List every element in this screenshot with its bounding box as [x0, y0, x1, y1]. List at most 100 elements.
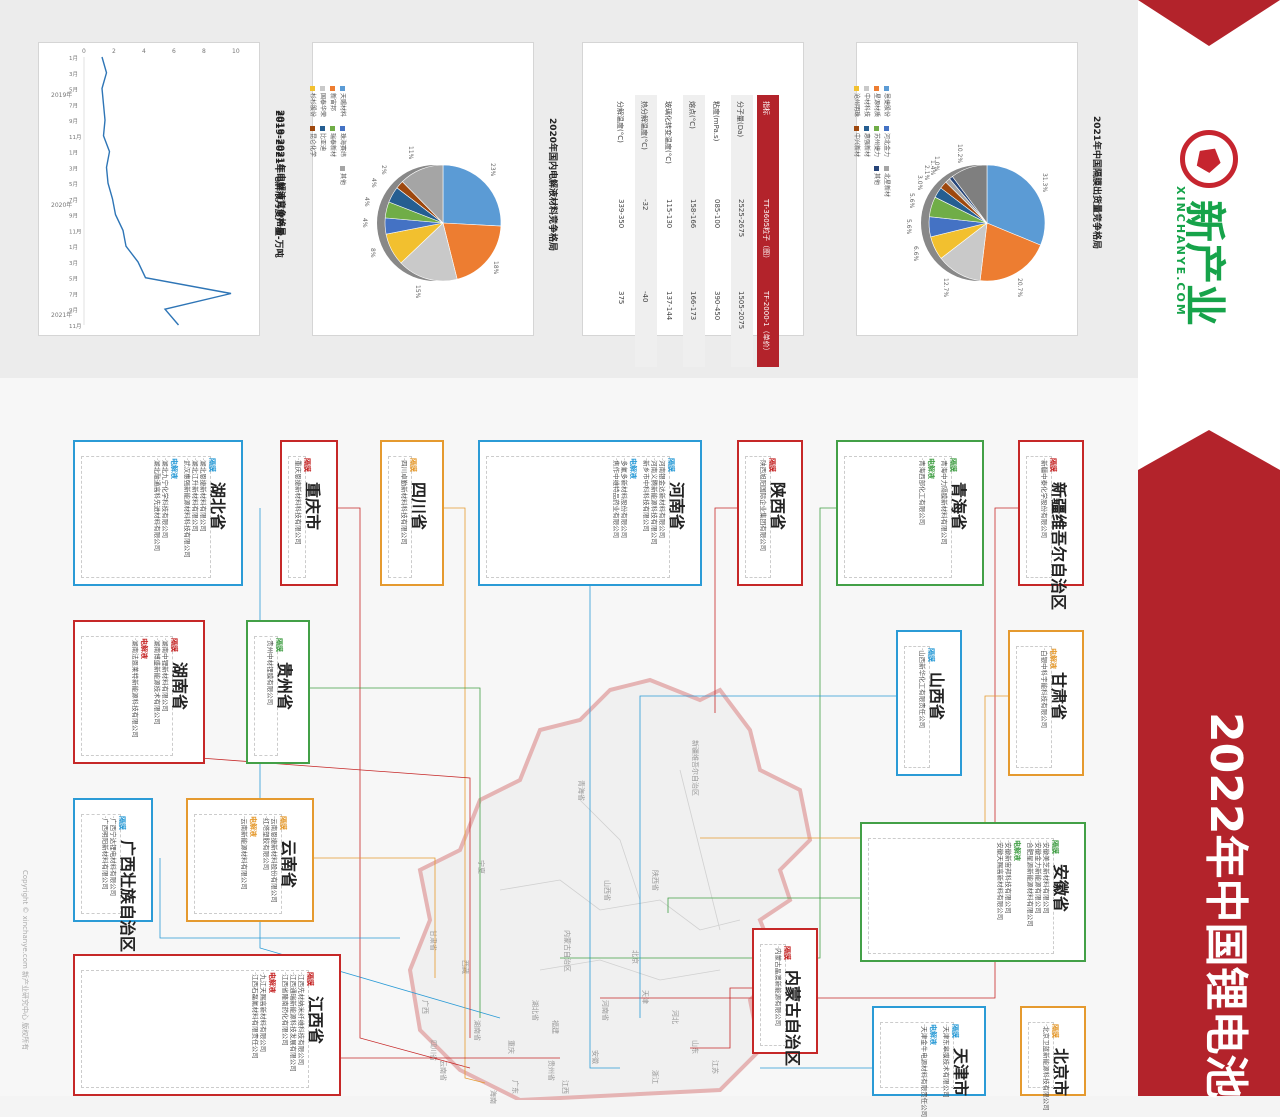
- province-card[interactable]: 安徽省 隔膜 ·安徽美芝新材料有限公司 ·安徽金力新能源有限公司 ·合肥星源新能源材料有…: [860, 822, 1086, 962]
- electrolyte-pie-slice: [401, 164, 444, 224]
- export-pie-slice-label: 12.7%: [942, 278, 950, 298]
- line-month-label: 9月: [69, 213, 78, 220]
- export-pie-slice-label: 31.3%: [1040, 172, 1048, 192]
- province-card[interactable]: 青海省 隔膜 ·青海中力隔膜新材料有限公司 电解液 ·青海西部化工有限公司: [836, 440, 984, 586]
- line-month-label: 5月: [69, 87, 78, 94]
- export-pie-legend-item: 星源材质: [873, 86, 882, 117]
- table-cell: 热分解温度(°C): [640, 101, 648, 150]
- map-region-label: 甘肃省: [429, 930, 437, 951]
- company-line: ·青海西部化工有限公司: [918, 458, 926, 526]
- electrolyte-pie-legend-item: 新宙邦: [329, 86, 338, 111]
- province-card[interactable]: 天津市 隔膜 ·天津东皋膜技术有限公司 电解液 ·天津金牛电源材料有限责任公司: [872, 1006, 986, 1117]
- province-inner-box: [760, 944, 786, 1046]
- table-cell: 339-350: [617, 199, 625, 229]
- legend-label: 中兴新材: [853, 133, 860, 158]
- province-card[interactable]: 四川省 隔膜 ·四川卓勤新材料科技有限公司: [380, 440, 444, 586]
- line-year-label: 2019年: [51, 91, 72, 99]
- company-line: ·武汉惠强新能源材料科技有限公司: [183, 458, 191, 558]
- province-card[interactable]: 新疆维吾尔自治区 隔膜 ·新疆中泰化学股份有限公司: [1018, 440, 1084, 610]
- line-month-label: 7月: [69, 102, 78, 109]
- legend-swatch: [320, 126, 325, 131]
- electrolyte-pie-slice-label: 15%: [414, 285, 422, 299]
- company-line: ·贵州中材锂膜有限公司: [266, 638, 274, 706]
- table-row: 熔点(°C) 158-166 166-173: [683, 95, 705, 367]
- province-card[interactable]: 江西省 隔膜 ·江西先材纳米纤维科技有限公司 ·江西通瑞新能源科技发展有限公司 ·江西省…: [73, 954, 341, 1096]
- line-chart-title: 2019-2021年电解液月度产量-万吨: [273, 110, 283, 258]
- line-month-label: 5月: [69, 276, 78, 283]
- province-card[interactable]: 云南省 隔膜 ·云南恩捷新材料股份有限公司 ·红塔塑胶有限公司 电解液 ·云南新能源材料有…: [186, 798, 314, 922]
- table-header-1: TT-3605粒子（图）: [762, 199, 770, 263]
- export-pie-slice: [986, 164, 1046, 246]
- legend-label: 河北金力: [883, 133, 890, 158]
- province-card[interactable]: 河南省 隔膜 ·河南银金达新材料有限公司 ·河南义腾新能源科技有限公司 ·新乡市中科科技…: [478, 440, 702, 586]
- province-card[interactable]: 陕西省 隔膜 ·陕西旭阳国际企业集团有限公司: [737, 440, 803, 586]
- company-line: ·广西明阳新材料有限公司: [101, 816, 109, 890]
- legend-swatch: [864, 126, 869, 131]
- line-month-label: 11月: [69, 228, 82, 235]
- legend-swatch: [874, 86, 879, 91]
- table-cell: 375: [617, 291, 625, 305]
- province-card[interactable]: 重庆市 隔膜 ·重庆恩捷新材料科技有限公司: [280, 440, 338, 586]
- export-pie-slice: [979, 222, 1041, 282]
- legend-label: 中材科技: [863, 93, 870, 118]
- province-card[interactable]: 广西壮族自治区 隔膜 ·广西宁达锂电材料有限公司 ·广西明阳新材料有限公司: [73, 798, 153, 952]
- electrolyte-pie-slice-label: 11%: [406, 145, 414, 159]
- province-inner-box: [1028, 1022, 1054, 1088]
- map-region-label: 安徽: [591, 1050, 599, 1064]
- company-line: ·江西省隆南药化有限公司: [281, 972, 289, 1046]
- line-month-label: 3月: [69, 165, 78, 172]
- legend-label: 天赐材料: [339, 93, 346, 118]
- province-card[interactable]: 北京市 隔膜 ·北京卫蓝新能源科技有限公司: [1020, 1006, 1086, 1111]
- export-pie-legend-item: 其他: [873, 166, 882, 185]
- export-pie-slice-label: 6.6%: [912, 246, 920, 262]
- electrolyte-pie-slice-label: 4%: [362, 197, 370, 207]
- export-pie-legend-item: 沧州明珠: [853, 86, 862, 117]
- legend-swatch: [854, 126, 859, 131]
- electrolyte-pie-panel: [312, 42, 534, 336]
- map-region-label: 宁夏: [477, 860, 485, 874]
- legend-swatch: [884, 86, 889, 91]
- company-line: ·红塔塑胶有限公司: [262, 816, 270, 871]
- company-line: ·北京卫蓝新能源科技有限公司: [1042, 1024, 1050, 1111]
- electrolyte-pie-slice: [442, 222, 502, 280]
- province-card[interactable]: 内蒙古自治区 隔膜 ·内蒙古晶澳新能源有限公司: [752, 928, 818, 1066]
- export-pie-legend-item: 北星新材: [883, 166, 892, 197]
- table-row: 热分解温度(°C) -32 -40: [635, 95, 657, 367]
- map-region-label: 新疆维吾尔自治区: [691, 740, 699, 796]
- legend-swatch: [884, 166, 889, 171]
- map-region-label: 重庆: [507, 1040, 515, 1054]
- line-tick-label: 10: [232, 48, 240, 55]
- export-pie-legend-item: 河北金力: [883, 126, 892, 157]
- province-card[interactable]: 湖北省 隔膜 ·湖北恩捷新材料有限公司 ·湖北江升新材料有限公司 ·武汉惠强新能源材料科…: [73, 440, 243, 586]
- electrolyte-pie-slice-label: 23%: [488, 163, 496, 177]
- electrolyte-pie-slice-label: 4%: [370, 177, 378, 188]
- copyright: Copyright © xinchanye.com 新产业研究中心 版权所有: [21, 870, 29, 1051]
- electrolyte-pie-legend-item: 瑞泰新材: [329, 126, 338, 157]
- export-pie-slice-label: 20.7%: [1016, 277, 1024, 297]
- line-month-label: 1月: [69, 150, 78, 157]
- company-line: ·天津金牛电源材料有限责任公司: [920, 1024, 928, 1117]
- export-pie-slice-label: 5.6%: [907, 193, 915, 209]
- legend-label: 其他: [339, 173, 346, 186]
- electrolyte-pie-slice-label: 8%: [369, 247, 377, 258]
- company-line: ·山西新华化工有限责任公司: [918, 648, 926, 729]
- province-card[interactable]: 湖南省 隔膜 ·湖南中锂新材料有限公司 ·湖南博盛新能源技术有限公司 电解液 ·湖南法恩莱…: [73, 620, 205, 764]
- province-card[interactable]: 甘肃省 电解液 ·白银中科宇能科技有限公司: [1008, 630, 1084, 776]
- province-card[interactable]: 贵州省 隔膜 ·贵州中材锂膜有限公司: [246, 620, 310, 764]
- export-pie-legend-item: 惠强新材: [863, 126, 872, 157]
- export-pie-slice-label: 5.6%: [905, 218, 913, 235]
- map-region-label: 山西省: [603, 880, 611, 901]
- map-region-label: 西藏: [461, 960, 469, 974]
- company-line: ·天津东皋膜技术有限公司: [942, 1024, 950, 1098]
- table-cell: 166-173: [689, 291, 697, 321]
- province-inner-box: [868, 838, 1054, 954]
- line-month-label: 1月: [69, 55, 78, 62]
- province-card[interactable]: 山西省 隔膜 ·山西新华化工有限责任公司: [896, 630, 962, 776]
- line-chart-panel: 0 2 4 6 8 10 1月 3月 5月 7月 9月 11月 1月 3月 5月 7月 9月 11月 1月 3月 5月 7…: [38, 42, 260, 336]
- table-cell: 137-144: [665, 291, 673, 321]
- province-inner-box: [1026, 456, 1052, 578]
- export-pie-legend-item: 中材科技: [863, 86, 872, 117]
- map-region-label: 云南省: [439, 1060, 447, 1081]
- legend-swatch: [340, 126, 345, 131]
- legend-label: 比亚迪: [319, 133, 326, 152]
